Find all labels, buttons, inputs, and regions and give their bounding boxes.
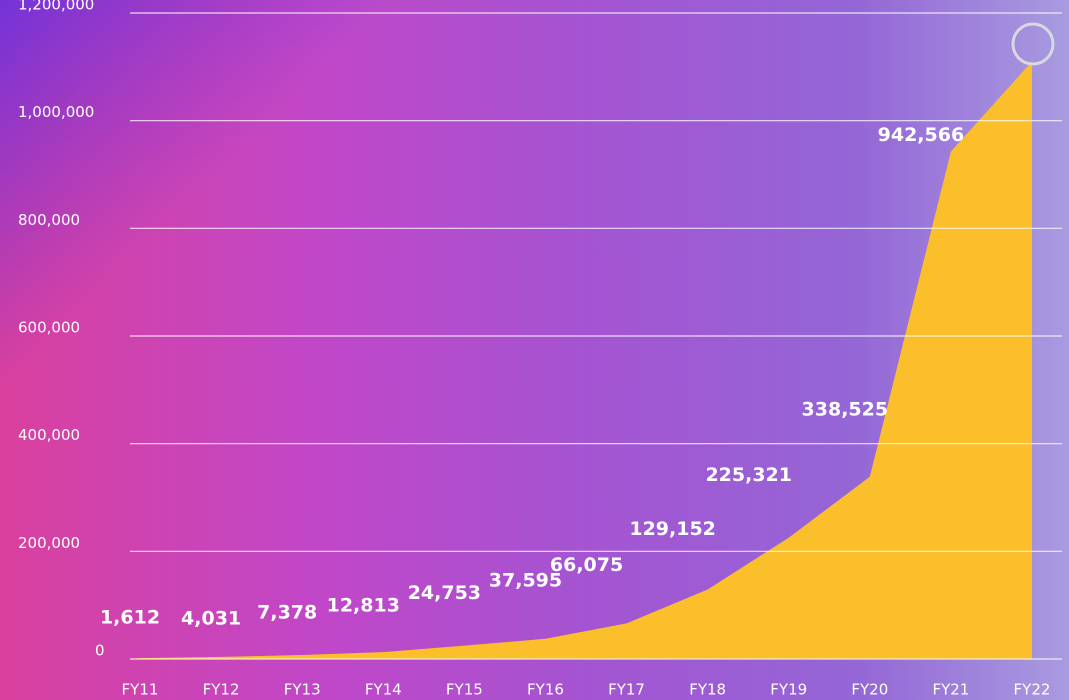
data-label: 37,595 (489, 569, 562, 591)
data-label: 942,566 (878, 124, 965, 146)
y-tick-label: 0 (95, 642, 105, 660)
y-tick-label: 1,200,000 (18, 0, 94, 14)
x-tick-label: FY22 (1014, 681, 1051, 699)
y-tick-label: 200,000 (18, 534, 80, 552)
x-tick-label: FY13 (284, 681, 321, 699)
data-label: 338,525 (802, 398, 889, 420)
y-tick-label: 600,000 (18, 319, 80, 337)
x-tick-label: FY14 (365, 681, 402, 699)
x-tick-label: FY16 (527, 681, 564, 699)
highlight-circle (1011, 22, 1055, 66)
data-label: 129,152 (629, 518, 716, 540)
data-label: 7,378 (257, 602, 317, 624)
y-tick-label: 800,000 (18, 211, 80, 229)
x-tick-label: FY20 (851, 681, 888, 699)
x-tick-label: FY12 (203, 681, 240, 699)
area (130, 61, 1032, 659)
data-label: 66,075 (550, 554, 623, 576)
x-tick-label: FY18 (689, 681, 726, 699)
y-tick-label: 1,000,000 (18, 103, 94, 121)
x-tick-label: FY15 (446, 681, 483, 699)
x-tick-label: FY11 (122, 681, 159, 699)
data-label: 12,813 (327, 595, 400, 617)
data-label: 225,321 (705, 464, 792, 486)
x-tick-label: FY17 (608, 681, 645, 699)
data-label: 24,753 (408, 582, 481, 604)
x-tick-label: FY21 (932, 681, 969, 699)
y-tick-label: 400,000 (18, 426, 80, 444)
x-tick-label: FY19 (770, 681, 807, 699)
data-label: 4,031 (181, 607, 241, 629)
data-label: 1,612 (100, 607, 160, 629)
